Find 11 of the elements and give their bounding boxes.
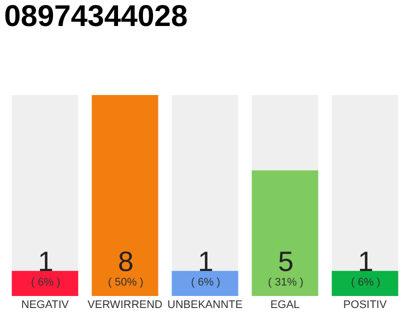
data-label: 1 ( 6% ) xyxy=(351,246,380,288)
data-label: 8 ( 50% ) xyxy=(108,246,144,288)
x-tick-label: NEGATIV xyxy=(21,299,70,311)
data-label: 1 ( 6% ) xyxy=(191,246,220,288)
x-tick-label: EGAL xyxy=(270,299,300,311)
data-label: 1 ( 6% ) xyxy=(31,246,60,288)
x-tick-label: VERWIRREND xyxy=(88,299,163,311)
data-label: 5 ( 31% ) xyxy=(268,246,304,288)
x-tick-label: UNBEKANNTE xyxy=(167,299,243,311)
x-tick-label: POSITIV xyxy=(343,299,388,311)
chart-title: 08974344028 xyxy=(4,0,188,33)
